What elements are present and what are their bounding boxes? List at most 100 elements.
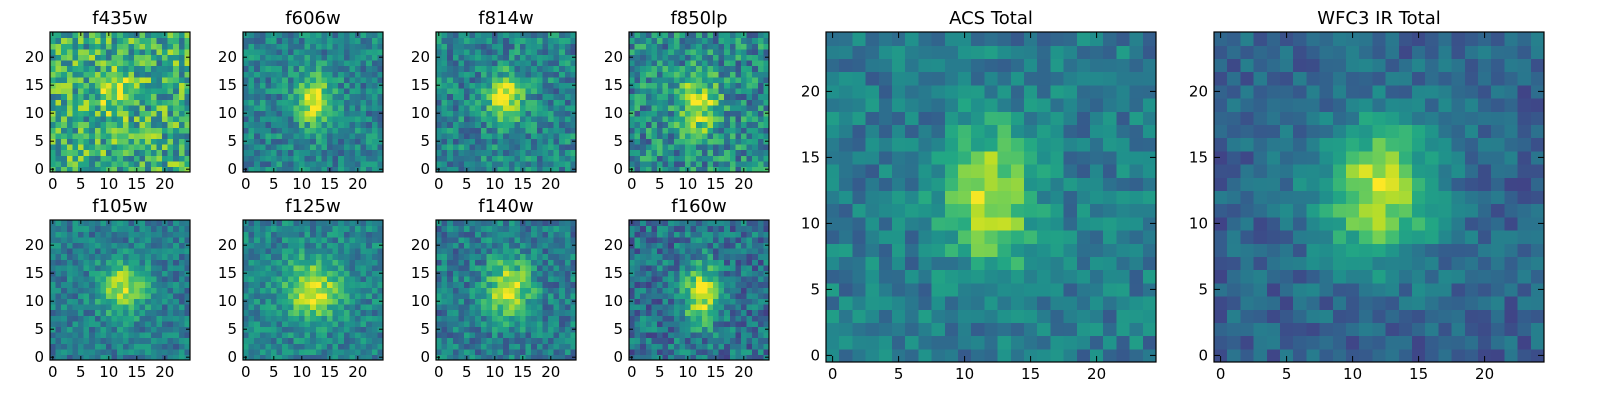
heatmap-cell: [553, 309, 560, 316]
heatmap-cell: [310, 264, 317, 271]
heatmap-cell: [265, 292, 272, 299]
heatmap-cell: [657, 76, 664, 83]
heatmap-cell: [299, 343, 306, 350]
heatmap-cell: [173, 231, 180, 238]
heatmap-cell: [111, 304, 118, 311]
heatmap-cell: [338, 248, 345, 255]
heatmap-cell: [657, 54, 664, 61]
heatmap-cell: [673, 60, 680, 67]
heatmap-cell: [315, 43, 322, 50]
heatmap-cell: [741, 292, 748, 299]
heatmap-cell: [355, 144, 362, 151]
heatmap-cell: [548, 253, 555, 260]
heatmap-cell: [293, 264, 300, 271]
heatmap-cell: [634, 71, 641, 78]
heatmap-cell: [634, 332, 641, 339]
heatmap-cell: [72, 315, 79, 322]
heatmap-cell: [685, 127, 692, 134]
heatmap-cell: [128, 292, 135, 299]
heatmap-cell: [564, 354, 571, 361]
heatmap-cell: [651, 160, 658, 167]
heatmap-cell: [254, 320, 261, 327]
heatmap-cell: [276, 320, 283, 327]
heatmap-cell: [514, 48, 521, 55]
heatmap-cell: [548, 270, 555, 277]
heatmap-cell: [497, 110, 504, 117]
heatmap-cell: [128, 281, 135, 288]
heatmap-cell: [508, 320, 515, 327]
heatmap-cell: [72, 287, 79, 294]
heatmap-cell: [508, 348, 515, 355]
heatmap-cell: [259, 138, 266, 145]
heatmap-cell: [377, 253, 384, 260]
heatmap-cell: [94, 276, 101, 283]
heatmap-cell: [94, 343, 101, 350]
heatmap-cell: [735, 127, 742, 134]
heatmap-cell: [366, 343, 373, 350]
x-tick-label: 10: [99, 363, 118, 381]
heatmap-cell: [173, 220, 180, 227]
heatmap-cell: [713, 276, 720, 283]
heatmap-cell: [265, 236, 272, 243]
heatmap-cell: [724, 88, 731, 95]
heatmap-cell: [514, 166, 521, 173]
heatmap-cell: [564, 231, 571, 238]
heatmap-cell: [564, 309, 571, 316]
heatmap-cell: [167, 292, 174, 299]
heatmap-cell: [343, 32, 350, 39]
heatmap-cell: [332, 298, 339, 305]
heatmap-cell: [360, 60, 367, 67]
heatmap-cell: [271, 309, 278, 316]
heatmap-cell: [690, 276, 697, 283]
heatmap-cell: [480, 149, 487, 156]
heatmap-cell: [707, 32, 714, 39]
heatmap-cell: [542, 320, 549, 327]
heatmap-cell: [514, 354, 521, 361]
heatmap-cell: [480, 144, 487, 151]
heatmap-cell: [122, 127, 129, 134]
heatmap-cell: [310, 281, 317, 288]
heatmap-cell: [634, 54, 641, 61]
heatmap-cell: [271, 292, 278, 299]
heatmap-cell: [50, 104, 57, 111]
heatmap-cell: [315, 343, 322, 350]
heatmap-cell: [452, 225, 459, 232]
heatmap-cell: [735, 155, 742, 162]
heatmap-cell: [327, 225, 334, 232]
heatmap-cell: [464, 76, 471, 83]
heatmap-cell: [167, 270, 174, 277]
heatmap-cell: [299, 54, 306, 61]
heatmap-cell: [254, 343, 261, 350]
heatmap-cell: [701, 309, 708, 316]
heatmap-cell: [145, 110, 152, 117]
heatmap-cell: [536, 343, 543, 350]
heatmap-cell: [89, 259, 96, 266]
heatmap-cell: [763, 32, 770, 39]
panel-title: f606w: [285, 8, 340, 29]
heatmap-cell: [371, 43, 378, 50]
heatmap-cell: [371, 287, 378, 294]
heatmap-cell: [679, 76, 686, 83]
heatmap-cell: [690, 320, 697, 327]
heatmap-cell: [651, 354, 658, 361]
heatmap-cell: [757, 287, 764, 294]
heatmap-cell: [542, 132, 549, 139]
heatmap-cell: [61, 76, 68, 83]
heatmap-cell: [701, 348, 708, 355]
heatmap-cell: [536, 138, 543, 145]
heatmap-cell: [536, 155, 543, 162]
heatmap-cell: [657, 326, 664, 333]
heatmap-cell: [299, 231, 306, 238]
heatmap-cell: [486, 253, 493, 260]
heatmap-cell: [248, 264, 255, 271]
heatmap-cell: [486, 231, 493, 238]
heatmap-cell: [66, 104, 73, 111]
heatmap-cell: [327, 253, 334, 260]
heatmap-cell: [668, 138, 675, 145]
heatmap-cell: [293, 43, 300, 50]
heatmap-cell: [377, 149, 384, 156]
heatmap-cell: [746, 309, 753, 316]
heatmap-cell: [150, 160, 157, 167]
heatmap-cell: [548, 127, 555, 134]
